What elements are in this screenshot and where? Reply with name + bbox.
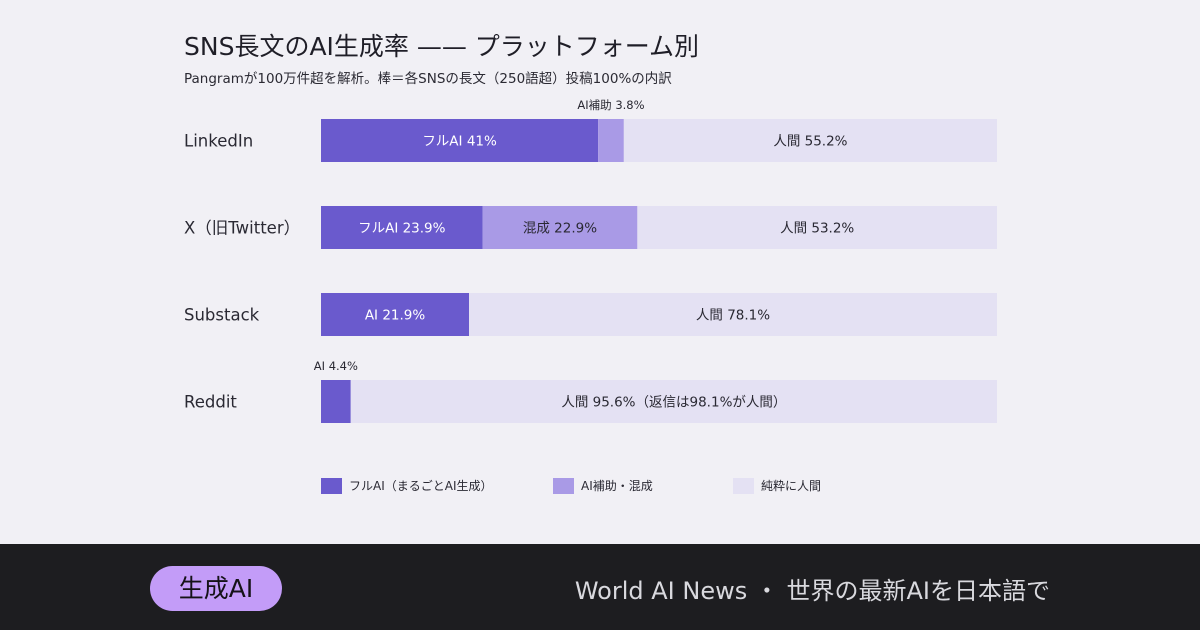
chart-subtitle: Pangramが100万件超を解析。棒＝各SNSの長文（250語超）投稿100%… <box>184 71 672 87</box>
category-label: LinkedIn <box>184 132 253 151</box>
bar-segment-full-ai <box>321 119 599 162</box>
category-label: Substack <box>184 306 260 325</box>
data-label: AI補助 3.8% <box>577 98 644 112</box>
category-label: Reddit <box>184 393 237 412</box>
bar-segment-full-ai <box>321 380 351 423</box>
data-label: AI 4.4% <box>314 359 358 373</box>
data-label: 人間 95.6%（返信は98.1%が人間） <box>561 395 786 411</box>
data-label: 人間 53.2% <box>780 221 854 237</box>
footer-bar: 生成AI World AI News ・ 世界の最新AIを日本語で <box>0 544 1200 630</box>
legend-label: フルAI（まるごとAI生成） <box>349 478 493 493</box>
legend-label: 純粋に人間 <box>761 479 821 493</box>
category-label: X（旧Twitter） <box>184 219 300 238</box>
category-badge: 生成AI <box>150 566 282 611</box>
data-label: 混成 22.9% <box>523 221 597 237</box>
bar-segment-assisted <box>598 119 624 162</box>
bar-segment-full-ai <box>321 206 483 249</box>
data-label: 人間 78.1% <box>696 308 770 324</box>
stacked-bar-chart: LinkedIn フルAI 41% AI補助 3.8% 人間 55.2% X（旧Twit… <box>184 98 997 494</box>
legend-swatch-full-ai <box>321 478 342 494</box>
data-label: フルAI 41% <box>422 134 497 150</box>
legend-label: AI補助・混成 <box>581 479 653 493</box>
site-tagline: World AI News ・ 世界の最新AIを日本語で <box>574 577 1050 605</box>
bar-segment-full-ai <box>321 293 470 336</box>
data-label: フルAI 23.9% <box>358 221 446 237</box>
bar-segment-human <box>469 293 997 336</box>
bar-segment-human <box>637 206 997 249</box>
bar-segment-human <box>623 119 997 162</box>
data-label: AI 21.9% <box>365 308 426 324</box>
legend-swatch-human <box>733 478 754 494</box>
legend-swatch-assisted <box>553 478 574 494</box>
data-label: 人間 55.2% <box>773 134 847 150</box>
chart-title: SNS長文のAI生成率 —— プラットフォーム別 <box>184 32 700 61</box>
bar-segment-human <box>350 380 997 423</box>
bar-segment-assisted <box>482 206 638 249</box>
